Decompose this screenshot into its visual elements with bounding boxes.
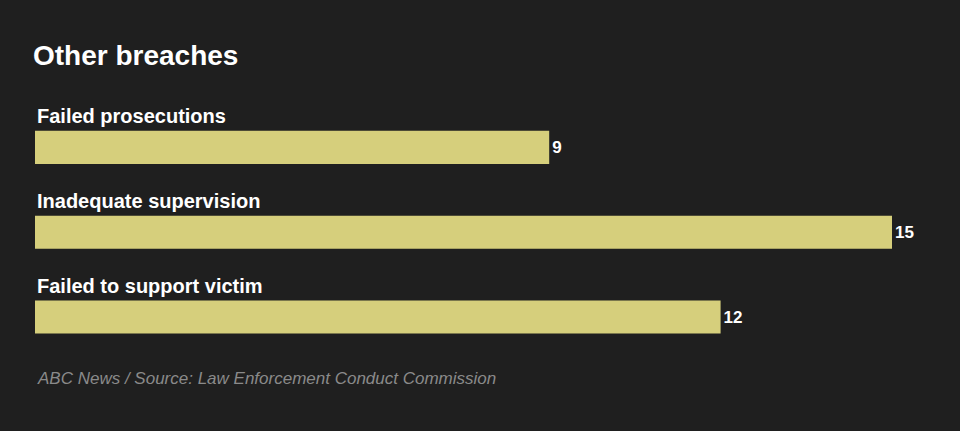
svg-text:15: 15 — [895, 223, 914, 242]
svg-text:Inadequate supervision: Inadequate supervision — [37, 190, 260, 212]
svg-text:Failed to support victim: Failed to support victim — [37, 275, 263, 297]
svg-text:12: 12 — [724, 308, 743, 327]
svg-text:ABC News / Source: Law Enforce: ABC News / Source: Law Enforcement Condu… — [37, 369, 496, 388]
svg-text:9: 9 — [552, 138, 561, 157]
svg-text:Other breaches: Other breaches — [33, 40, 238, 71]
svg-text:Failed prosecutions: Failed prosecutions — [37, 105, 226, 127]
